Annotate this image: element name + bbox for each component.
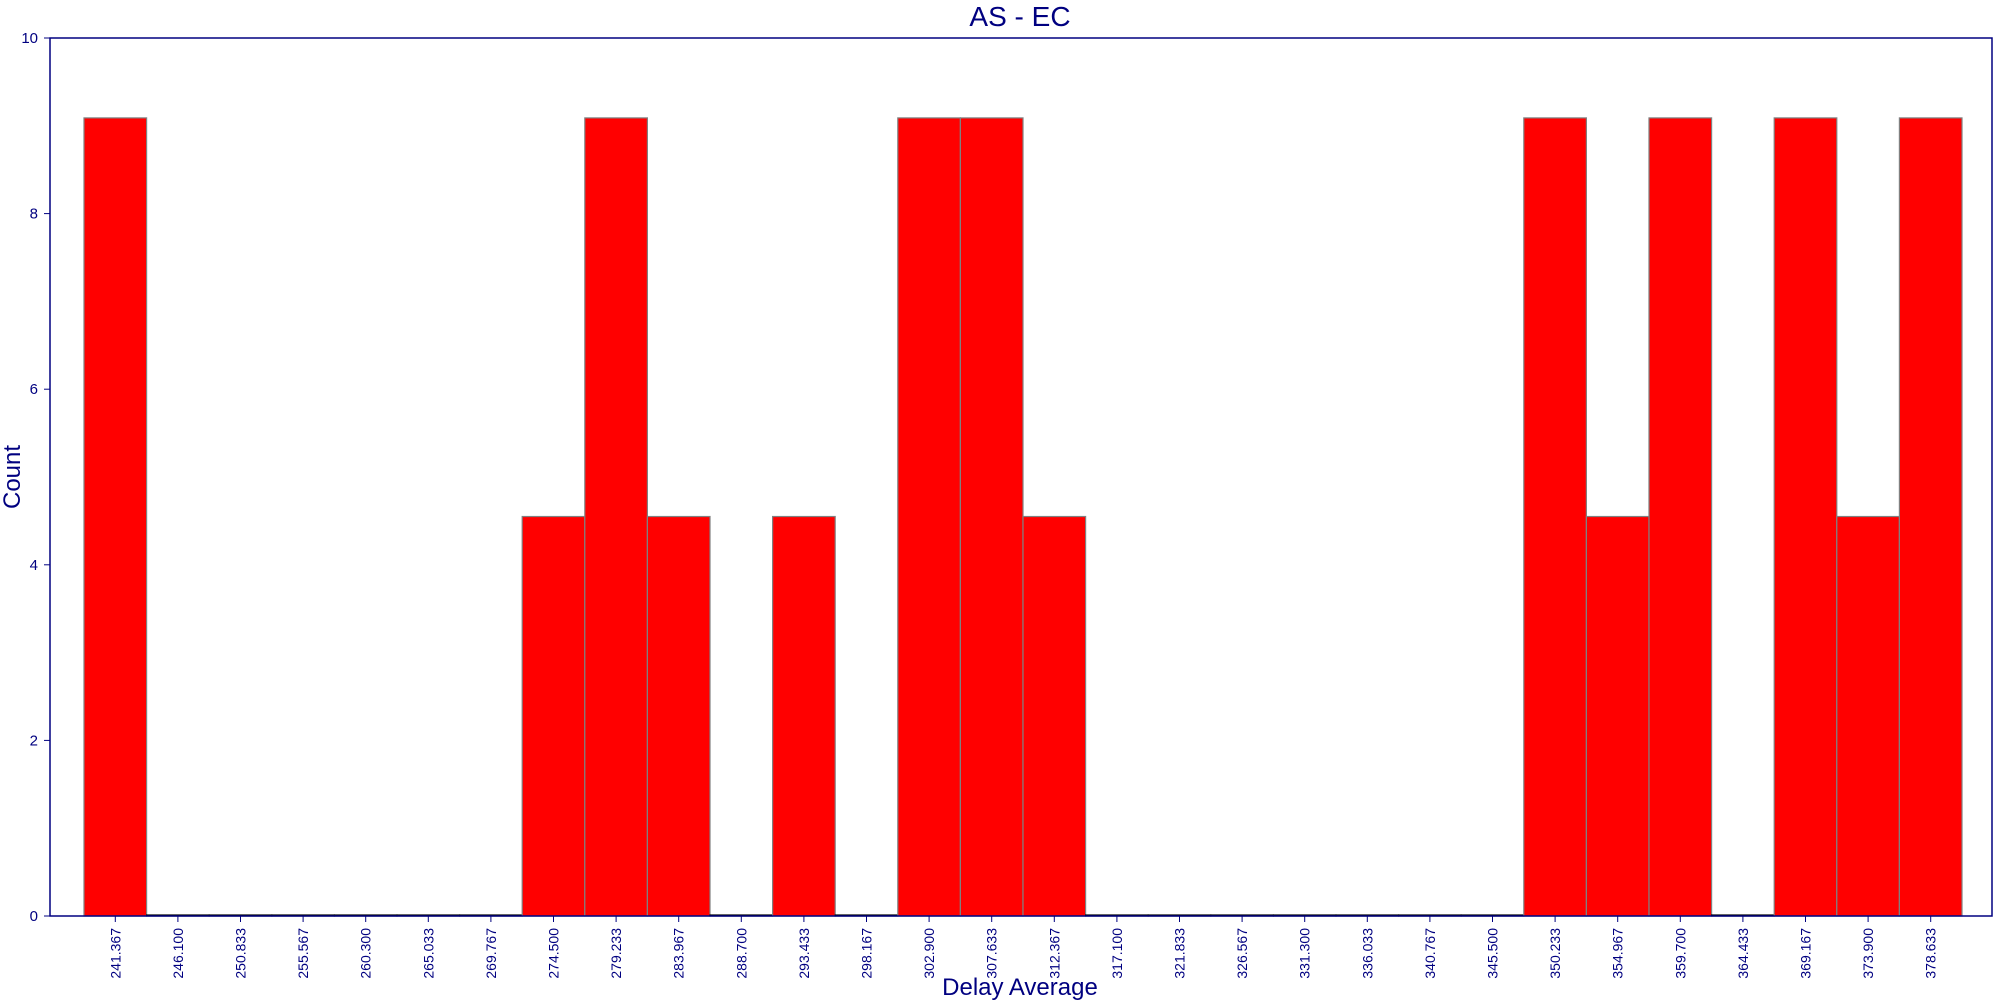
x-tick-label: 359.700 [1672,928,1688,979]
x-tick-label: 378.633 [1923,928,1939,979]
x-tick-label: 312.367 [1046,928,1062,979]
y-tick-label: 10 [21,30,38,47]
x-tick-label: 354.967 [1610,928,1626,979]
x-tick-label: 288.700 [733,928,749,979]
x-tick-label: 255.567 [295,928,311,979]
bar-279.233 [584,117,648,917]
x-axis-ticks: 241.367 246.100 250.833 255.567 260.300 265.0… [107,916,1939,979]
x-tick-label: 265.033 [420,928,436,979]
x-tick-label: 321.833 [1172,928,1188,979]
x-tick-label: 293.433 [796,928,812,979]
bar-302.900 [897,117,961,917]
x-tick-label: 302.900 [921,928,937,979]
bar-241.367 [83,117,148,917]
plot-frame [49,37,1993,917]
x-tick-label: 269.767 [483,928,499,979]
y-tick-label: 4 [30,557,38,574]
x-tick-label: 331.300 [1297,928,1313,979]
bar-373.900 [1836,515,1901,917]
x-tick-label: 373.900 [1860,928,1876,979]
bar-307.633 [959,117,1024,917]
x-tick-label: 298.167 [859,928,875,979]
y-tick-label: 2 [30,732,38,749]
bar-312.367 [1022,515,1087,917]
bar-293.433 [771,515,836,917]
y-tick-label: 0 [30,908,38,925]
bar-378.633 [1898,117,1963,917]
x-tick-label: 345.500 [1485,928,1501,979]
x-tick-label: 241.367 [107,928,123,979]
x-tick-label: 246.100 [170,928,186,979]
x-tick-label: 279.233 [608,928,624,979]
bar-354.967 [1585,515,1650,917]
x-tick-label: 274.500 [546,928,562,979]
x-tick-label: 317.100 [1109,928,1125,979]
x-tick-label: 340.767 [1422,928,1438,979]
bars-group [83,117,1963,917]
x-tick-label: 336.033 [1359,928,1375,979]
x-tick-label: 260.300 [358,928,374,979]
x-tick-label: 350.233 [1547,928,1563,979]
x-axis-label: Delay Average [942,974,1098,1000]
x-tick-label: 326.567 [1234,928,1250,979]
bar-283.967 [646,515,711,917]
bar-359.700 [1648,117,1713,917]
bar-369.167 [1773,117,1838,917]
chart-title: AS - EC [969,1,1070,32]
x-tick-label: 250.833 [233,928,249,979]
bar-274.500 [521,515,586,917]
bar-350.233 [1523,117,1588,917]
y-axis-label: Count [0,445,26,509]
x-tick-label: 364.433 [1735,928,1751,979]
x-tick-label: 283.967 [671,928,687,979]
y-tick-label: 8 [30,206,38,223]
x-tick-label: 369.167 [1798,928,1814,979]
y-tick-label: 6 [30,381,38,398]
y-axis-ticks: 0 2 4 6 8 10 [21,30,50,925]
x-tick-label: 307.633 [984,928,1000,979]
